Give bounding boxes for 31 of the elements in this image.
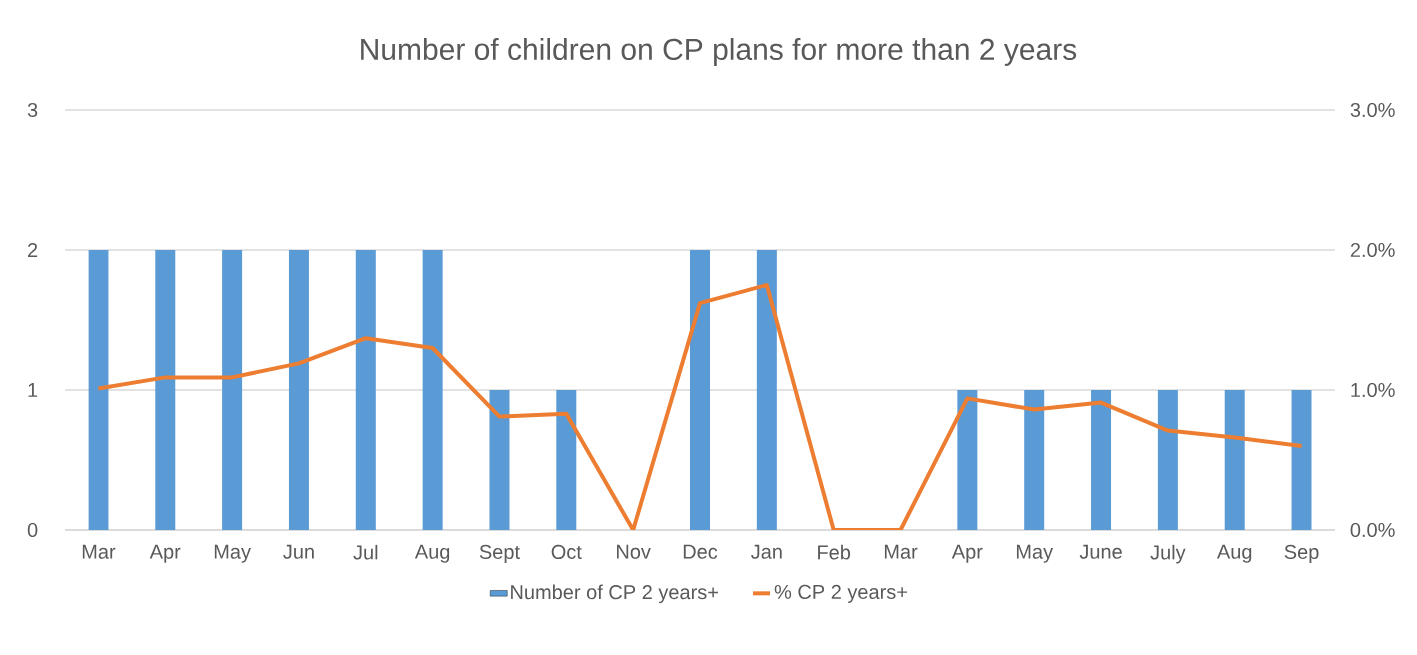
x-tick-label: Apr [149,544,181,563]
y2-tick-label: 0.0% [1350,522,1395,538]
x-tick-label: July [1150,544,1186,564]
y2-tick-label: 1.0% [1351,382,1395,398]
x-tick-label: Jul [353,544,378,560]
x-tick-label: Jan [751,544,782,559]
x-tick-label: Dec [683,544,718,559]
x-tick-label: June [1079,544,1122,559]
y-tick-label: 1 [28,383,38,397]
line-series [96,282,1304,530]
x-tick-label: Aug [1216,544,1252,563]
y-tick-label: 3 [27,102,38,118]
legend-label: % CP 2 years+ [774,584,907,603]
legend-label: Number of CP 2 years+ [511,584,718,604]
x-tick-label: May [1016,544,1054,563]
x-tick-label: Oct [551,544,582,559]
x-tick-label: Sept [479,544,520,563]
x-tick-label: Feb [818,544,851,560]
y2-tick-label: 3.0% [1350,102,1395,118]
x-tick-label: Mar [82,544,116,559]
x-tick-label: Apr [951,544,983,563]
y-tick-label: 0 [27,522,38,538]
y-tick-label: 2 [28,243,38,257]
y2-tick-label: 2.0% [1350,242,1395,258]
x-tick-label: Aug [414,544,450,563]
x-tick-label: Sep [1284,544,1319,563]
x-tick-label: May [214,544,251,563]
x-tick-label: Mar [884,544,918,559]
x-tick-label: Nov [617,544,651,559]
x-tick-label: Jun [283,544,314,559]
chart-title: Number of children on CP plans for more than 2 years [361,38,1077,66]
